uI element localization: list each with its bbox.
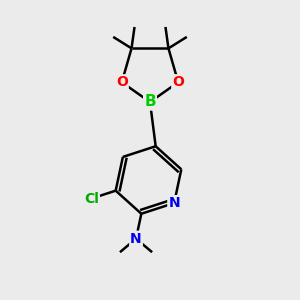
Text: B: B [144,94,156,110]
Text: Cl: Cl [84,191,99,206]
Text: O: O [172,75,184,89]
Text: O: O [116,75,128,89]
Text: N: N [168,196,180,210]
Text: N: N [130,232,142,246]
